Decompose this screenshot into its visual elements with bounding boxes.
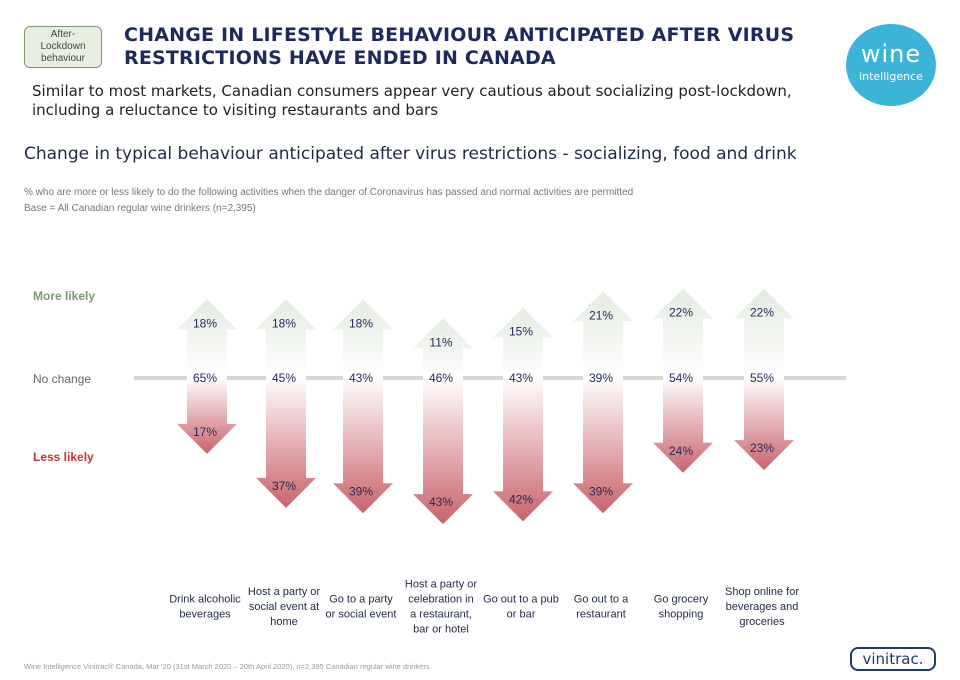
less-likely-label: 17% xyxy=(193,425,217,439)
no-change-label: 45% xyxy=(272,371,296,385)
no-change-label: 54% xyxy=(669,371,693,385)
page-subtitle: Similar to most markets, Canadian consum… xyxy=(32,82,792,119)
less-likely-arrow xyxy=(653,377,713,473)
no-change-label: 65% xyxy=(193,371,217,385)
axis-label-more-likely: More likely xyxy=(33,289,95,303)
more-likely-arrow xyxy=(256,299,316,379)
no-change-label: 39% xyxy=(589,371,613,385)
more-likely-arrow xyxy=(734,288,794,379)
more-likely-arrow xyxy=(413,318,473,379)
less-likely-label: 39% xyxy=(589,484,613,498)
more-likely-arrow xyxy=(493,307,553,379)
more-likely-label: 22% xyxy=(750,306,774,320)
less-likely-label: 37% xyxy=(272,479,296,493)
category-label: Go out to a pub or bar xyxy=(483,594,559,621)
no-change-label: 46% xyxy=(429,371,453,385)
less-likely-label: 24% xyxy=(669,444,693,458)
less-likely-arrow xyxy=(413,377,473,525)
vinitrac-logo: vinitrac. xyxy=(850,647,936,671)
more-likely-label: 11% xyxy=(429,335,452,349)
less-likely-arrow xyxy=(177,377,237,454)
footer-source: Wine Intelligence Vinitrac® Canada, Mar … xyxy=(24,662,430,671)
less-likely-label: 42% xyxy=(509,492,533,506)
less-likely-label: 39% xyxy=(349,484,373,498)
logo-text-wine: wine xyxy=(860,40,922,68)
wine-intelligence-logo: wine intelligence xyxy=(846,24,936,106)
section-badge: After- Lockdown behaviour xyxy=(24,26,102,68)
less-likely-label: 23% xyxy=(750,441,774,455)
less-likely-label: 43% xyxy=(429,495,453,509)
category-label: Drink alcoholic beverages xyxy=(169,594,241,621)
category-label: Host a party or social event at home xyxy=(248,586,320,628)
more-likely-label: 22% xyxy=(669,306,693,320)
more-likely-label: 21% xyxy=(589,308,613,322)
axis-label-no-change: No change xyxy=(33,372,91,386)
category-label: Go out to a restaurant xyxy=(574,594,629,621)
more-likely-label: 18% xyxy=(349,316,373,330)
less-likely-arrow xyxy=(256,377,316,508)
page-title: CHANGE IN LIFESTYLE BEHAVIOUR ANTICIPATE… xyxy=(124,24,795,69)
less-likely-arrow xyxy=(493,377,553,522)
chart-note: % who are more or less likely to do the … xyxy=(24,187,634,198)
chart-base: Base = All Canadian regular wine drinker… xyxy=(24,203,256,214)
more-likely-label: 15% xyxy=(509,325,533,339)
axis-label-less-likely: Less likely xyxy=(33,450,94,464)
no-change-label: 55% xyxy=(750,371,774,385)
more-likely-label: 18% xyxy=(272,316,296,330)
less-likely-arrow xyxy=(573,377,633,514)
more-likely-arrow xyxy=(653,288,713,379)
chart-title: Change in typical behaviour anticipated … xyxy=(24,144,797,164)
more-likely-arrow xyxy=(573,291,633,379)
category-label: Host a party or celebration in a restauran… xyxy=(405,579,477,636)
more-likely-label: 18% xyxy=(193,316,217,330)
less-likely-arrow xyxy=(734,377,794,471)
no-change-label: 43% xyxy=(509,371,533,385)
no-change-label: 43% xyxy=(349,371,373,385)
more-likely-arrow xyxy=(333,299,393,379)
category-label: Go grocery shopping xyxy=(654,594,709,621)
less-likely-arrow xyxy=(333,377,393,514)
diverging-arrow-chart: More likely No change Less likely 18% 65% 17%… xyxy=(33,288,846,636)
category-label: Go to a party or social event xyxy=(326,594,397,621)
more-likely-arrow xyxy=(177,299,237,379)
category-label: Shop online for beverages and groceries xyxy=(725,586,799,628)
logo-text-intelligence: intelligence xyxy=(859,70,923,83)
